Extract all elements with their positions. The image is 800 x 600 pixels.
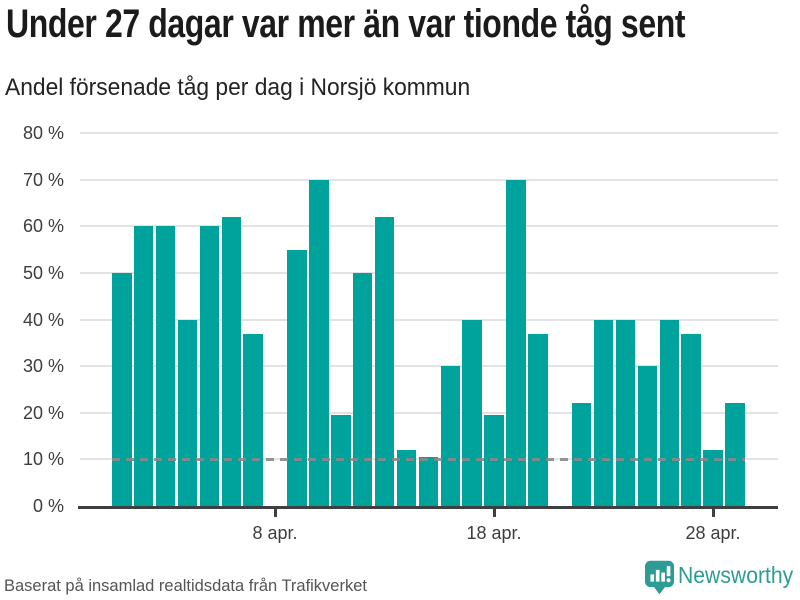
y-axis-label: 80 % xyxy=(22,123,64,144)
bar-day-9 xyxy=(287,249,307,506)
bar-day-7 xyxy=(243,333,263,506)
x-axis-label: 8 apr. xyxy=(252,523,298,543)
bar-day-27 xyxy=(681,333,701,506)
x-axis-label: 28 apr. xyxy=(685,523,741,543)
bar-day-19 xyxy=(506,179,526,506)
gridline-70 xyxy=(80,178,778,181)
x-axis-label: 18 apr. xyxy=(466,523,522,543)
gridline-80 xyxy=(80,132,778,135)
bar-day-13 xyxy=(374,217,395,506)
bar-day-1 xyxy=(112,273,132,506)
bar-day-3 xyxy=(155,226,176,506)
newsworthy-logo: Newsworthy xyxy=(645,559,795,597)
bar-day-22 xyxy=(571,403,592,506)
y-axis-label: 20 % xyxy=(22,402,64,423)
bar-day-14 xyxy=(396,450,417,506)
y-axis-label: 70 % xyxy=(22,169,64,190)
bar-day-6 xyxy=(221,217,241,506)
y-axis-label: 30 % xyxy=(22,356,64,377)
bar-day-15 xyxy=(418,457,439,506)
x-axis-tick xyxy=(492,509,496,517)
bar-day-29 xyxy=(725,403,745,506)
y-axis-label: 40 % xyxy=(22,309,64,330)
bar-day-12 xyxy=(352,273,373,506)
bar-day-28 xyxy=(703,450,723,506)
bar-day-20 xyxy=(528,333,548,506)
bar-day-2 xyxy=(133,226,154,506)
bar-day-4 xyxy=(177,319,198,506)
x-axis-tick xyxy=(273,509,277,517)
chart-subtitle: Andel försenade tåg per dag i Norsjö kom… xyxy=(5,74,471,101)
x-axis-line xyxy=(78,506,778,509)
chart-title: Under 27 dagar var mer än var tionde tåg… xyxy=(6,2,686,46)
y-axis-label: 50 % xyxy=(22,263,64,283)
y-axis-label: 60 % xyxy=(22,216,64,237)
bar-day-25 xyxy=(637,366,658,506)
newsworthy-speech-bubble-icon xyxy=(645,560,674,595)
gridline-50 xyxy=(80,272,778,274)
bar-day-5 xyxy=(199,226,220,506)
x-axis-tick xyxy=(711,509,715,517)
gridline-40 xyxy=(80,318,778,321)
y-axis-label: 0 % xyxy=(32,496,64,516)
y-axis-label: 10 % xyxy=(22,449,64,470)
bar-day-10 xyxy=(309,179,329,506)
newsworthy-logo-text: Newsworthy xyxy=(678,562,794,588)
bar-day-17 xyxy=(462,319,482,506)
plot-area: 0 % 10 % 20 % 30 % 40 % 50 % 60 % 70 % 80 % 8 apr… xyxy=(22,123,778,543)
bar-day-23 xyxy=(593,319,614,506)
bar-day-26 xyxy=(659,319,679,506)
reference-line-10-percent xyxy=(112,458,745,462)
bar-day-16 xyxy=(440,366,460,506)
gridline-60 xyxy=(80,225,778,228)
gridline-30 xyxy=(80,365,778,368)
bar-day-24 xyxy=(615,319,636,506)
gridline-20 xyxy=(80,411,778,414)
source-note: Baserat på insamlad realtidsdata från Tr… xyxy=(4,576,367,595)
